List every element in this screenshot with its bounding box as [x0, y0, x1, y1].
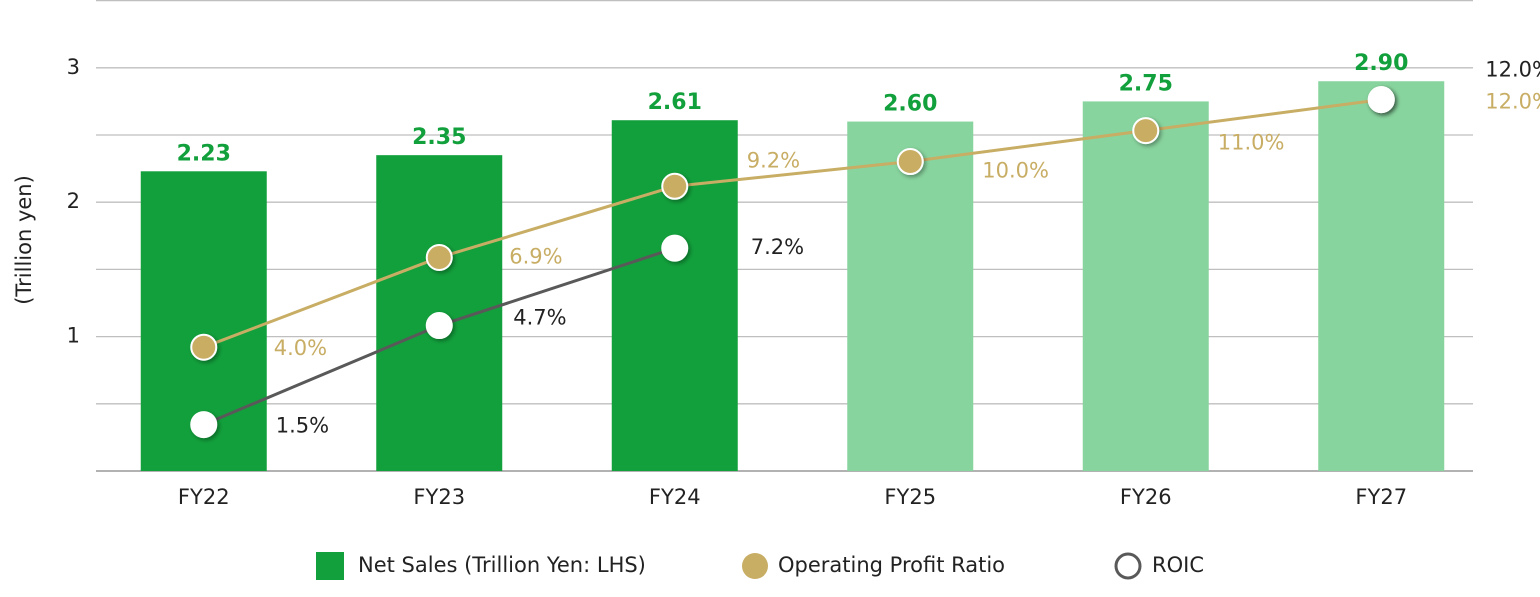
bar-value-label: 2.90	[1354, 51, 1408, 76]
marker	[896, 148, 924, 176]
bar	[1082, 101, 1209, 472]
legend-swatch	[742, 553, 768, 579]
legend-label: Net Sales (Trillion Yen: LHS)	[358, 553, 646, 577]
legend-swatch	[1114, 552, 1142, 580]
bar-value-label: 2.23	[177, 141, 231, 166]
x-tick-label: FY26	[1120, 485, 1172, 509]
bar-value-label: 2.60	[883, 92, 937, 117]
opr-label: 9.2%	[747, 148, 800, 172]
roic-label: 1.5%	[276, 414, 329, 438]
roic-label: 7.2%	[751, 235, 804, 259]
y-tick-label: 1	[67, 324, 80, 348]
roic-label: 4.7%	[513, 306, 566, 330]
x-tick-label: FY27	[1355, 485, 1407, 509]
legend-swatch	[316, 552, 344, 580]
opr-label: 4.0%	[274, 336, 327, 360]
marker	[190, 333, 218, 361]
marker	[661, 234, 689, 262]
marker	[661, 172, 689, 200]
marker	[425, 312, 453, 340]
bar	[847, 121, 974, 471]
marker	[1132, 117, 1160, 145]
x-tick-label: FY22	[178, 485, 230, 509]
opr-label: 12.0%	[1485, 90, 1540, 114]
x-tick-label: FY23	[413, 485, 465, 509]
legend-label: Operating Profit Ratio	[778, 553, 1005, 577]
marker	[190, 411, 218, 439]
y-tick-label: 2	[67, 189, 80, 213]
bar-value-label: 2.61	[648, 90, 702, 115]
bar-value-label: 2.35	[412, 125, 466, 150]
line	[203, 98, 1382, 349]
opr-label: 10.0%	[982, 159, 1049, 183]
y-axis-label: (Trillion yen)	[12, 175, 36, 305]
opr-label: 6.9%	[509, 244, 562, 268]
roic-label: 12.0%	[1485, 58, 1540, 82]
bar	[1318, 81, 1445, 472]
bar-value-label: 2.75	[1119, 71, 1173, 96]
x-tick-label: FY25	[884, 485, 936, 509]
marker	[425, 243, 453, 271]
y-tick-label: 3	[67, 55, 80, 79]
legend-label: ROIC	[1152, 553, 1204, 577]
opr-label: 11.0%	[1218, 131, 1285, 155]
marker	[1367, 86, 1395, 114]
x-tick-label: FY24	[649, 485, 701, 509]
